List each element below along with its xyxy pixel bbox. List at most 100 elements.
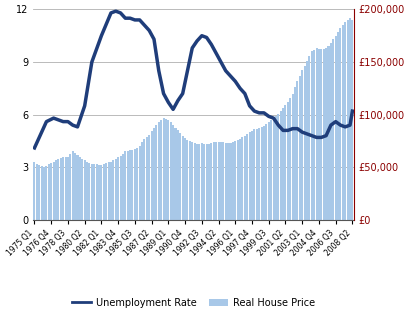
Bar — [136, 148, 138, 220]
Bar — [193, 143, 196, 220]
Bar — [131, 150, 134, 220]
Bar — [270, 120, 272, 220]
Bar — [215, 142, 217, 220]
Bar — [155, 125, 157, 220]
Bar — [320, 49, 322, 220]
Bar — [172, 125, 174, 220]
Bar — [153, 128, 155, 220]
Bar — [112, 160, 114, 220]
Bar — [342, 25, 344, 220]
Bar — [84, 160, 86, 220]
Bar — [222, 143, 224, 220]
Legend: Unemployment Rate, Real House Price: Unemployment Rate, Real House Price — [68, 294, 319, 312]
Bar — [119, 156, 121, 220]
Bar — [268, 122, 270, 220]
Bar — [167, 120, 169, 220]
Bar — [160, 120, 162, 220]
Bar — [64, 157, 67, 220]
Bar — [86, 162, 88, 220]
Bar — [249, 133, 250, 220]
Bar — [227, 143, 229, 220]
Bar — [191, 142, 193, 220]
Bar — [201, 143, 203, 220]
Bar — [349, 18, 351, 220]
Bar — [275, 116, 277, 220]
Bar — [330, 43, 332, 220]
Bar — [218, 142, 220, 220]
Bar — [334, 36, 337, 220]
Bar — [277, 114, 279, 220]
Bar — [77, 154, 79, 220]
Bar — [311, 51, 313, 220]
Bar — [246, 134, 248, 220]
Bar — [129, 150, 131, 220]
Bar — [241, 137, 243, 220]
Bar — [43, 167, 45, 220]
Bar — [203, 143, 205, 220]
Bar — [285, 105, 287, 220]
Bar — [146, 137, 148, 220]
Bar — [332, 39, 334, 220]
Bar — [251, 131, 253, 220]
Bar — [234, 141, 236, 220]
Bar — [325, 48, 327, 220]
Bar — [198, 143, 201, 220]
Bar — [36, 164, 38, 220]
Bar — [196, 144, 198, 220]
Bar — [230, 143, 232, 220]
Bar — [98, 165, 100, 220]
Bar — [280, 111, 282, 220]
Bar — [127, 151, 129, 220]
Bar — [253, 129, 255, 220]
Bar — [232, 142, 234, 220]
Bar — [144, 139, 146, 220]
Bar — [339, 28, 342, 220]
Bar — [81, 159, 83, 220]
Bar — [141, 143, 143, 220]
Bar — [177, 130, 179, 220]
Bar — [208, 143, 210, 220]
Bar — [122, 154, 124, 220]
Bar — [74, 153, 76, 220]
Bar — [258, 128, 260, 220]
Bar — [239, 139, 241, 220]
Bar — [124, 151, 126, 220]
Bar — [103, 164, 105, 220]
Bar — [174, 128, 176, 220]
Bar — [304, 66, 306, 220]
Bar — [69, 154, 72, 220]
Bar — [110, 162, 112, 220]
Bar — [67, 157, 69, 220]
Bar — [45, 165, 47, 220]
Bar — [337, 32, 339, 220]
Bar — [318, 49, 320, 220]
Bar — [272, 118, 275, 220]
Bar — [225, 143, 227, 220]
Bar — [72, 151, 74, 220]
Bar — [186, 140, 188, 220]
Bar — [306, 61, 308, 220]
Bar — [347, 20, 349, 220]
Bar — [313, 50, 315, 220]
Bar — [91, 164, 93, 220]
Bar — [52, 162, 54, 220]
Bar — [60, 158, 62, 220]
Bar — [105, 163, 107, 220]
Bar — [100, 165, 102, 220]
Bar — [184, 138, 186, 220]
Bar — [315, 48, 317, 220]
Bar — [55, 160, 57, 220]
Bar — [57, 159, 59, 220]
Bar — [163, 118, 165, 220]
Bar — [256, 129, 258, 220]
Bar — [139, 146, 141, 220]
Bar — [327, 46, 329, 220]
Bar — [189, 141, 191, 220]
Bar — [265, 124, 267, 220]
Bar — [299, 76, 301, 220]
Bar — [48, 164, 50, 220]
Bar — [117, 157, 119, 220]
Bar — [323, 49, 325, 220]
Bar — [294, 87, 296, 220]
Bar — [151, 132, 153, 220]
